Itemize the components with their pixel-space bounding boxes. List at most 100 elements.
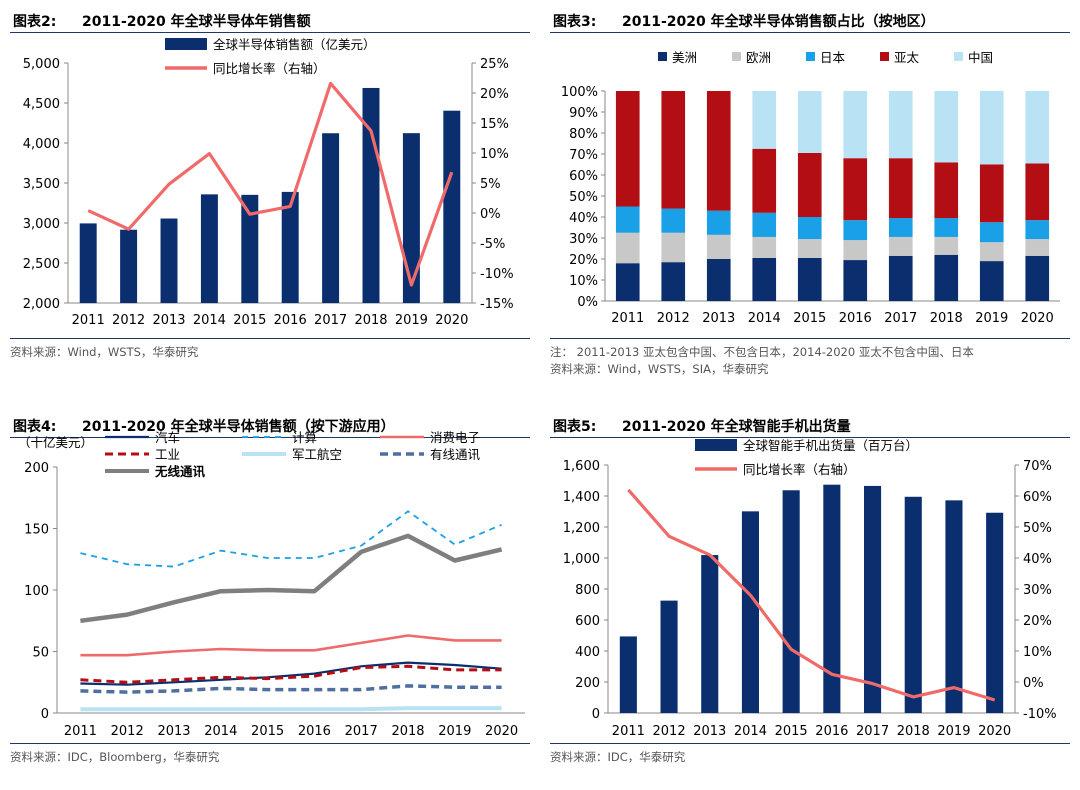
note-text: 注： 2011-2013 亚太包含中国、不包含日本，2014-2020 亚太不包… <box>550 345 974 359</box>
legend-label: 亚太 <box>894 50 920 65</box>
series-line-6 <box>80 684 502 694</box>
y-tick-label: 200 <box>24 461 49 476</box>
chart-header: 图表5: 2011-2020 年全球智能手机出货量 <box>550 413 1070 438</box>
figure-title: 2011-2020 年全球半导体销售额占比（按地区） <box>622 14 935 30</box>
x-tick-label: 2012 <box>111 724 144 739</box>
source-note: 注： 2011-2013 亚太包含中国、不包含日本，2014-2020 亚太不包… <box>550 338 1070 378</box>
stack-segment-1 <box>752 257 777 301</box>
y2-tick-label: -10% <box>480 267 514 282</box>
source-text: 资料来源：Wind，WSTS，SIA，华泰研究 <box>550 362 769 376</box>
x-tick-label: 2016 <box>839 311 872 326</box>
bar <box>741 511 759 713</box>
legend-label: 消费电子 <box>430 430 480 445</box>
x-tick-label: 2013 <box>152 313 185 328</box>
x-tick-label: 2019 <box>975 311 1008 326</box>
stack-segment-1 <box>979 261 1004 301</box>
legend-label: 同比增长率（右轴） <box>213 61 326 76</box>
y2-tick-label: 0% <box>1023 676 1044 691</box>
y-tick-label: 3,000 <box>23 217 60 232</box>
figure-label: 图表3: <box>553 14 597 30</box>
y2-tick-label: -15% <box>480 297 514 312</box>
y2-tick-label: 0% <box>480 207 501 222</box>
stack-segment-5 <box>1025 91 1050 164</box>
y2-tick-label: 10% <box>1023 645 1052 660</box>
by-application-chart: （十亿美元） 0 50 100 150 200 2011 2012 2013 2014 2015 20… <box>18 430 525 739</box>
stack-segment-4 <box>934 162 959 219</box>
x-tick-label: 2014 <box>193 313 226 328</box>
chart-header: 图表2: 2011-2020 年全球半导体年销售额 <box>10 8 530 33</box>
legend-label: 无线通讯 <box>154 464 206 479</box>
x-tick-label: 2018 <box>391 724 424 739</box>
stack-segment-4 <box>1025 163 1050 221</box>
x-tick-label: 2017 <box>345 724 378 739</box>
y-tick-label: 10% <box>569 274 598 289</box>
x-tick-label: 2012 <box>653 724 686 739</box>
x-tick-label: 2016 <box>815 724 848 739</box>
x-tick-label: 2017 <box>884 311 917 326</box>
figure-label: 图表5: <box>553 419 597 435</box>
stack-segment-3 <box>888 218 913 237</box>
growth-line <box>87 81 454 287</box>
stack-segment-2 <box>752 236 777 258</box>
figure-title: 2011-2020 年全球半导体销售额（按下游应用） <box>82 419 395 435</box>
legend-swatch-bar <box>695 439 737 451</box>
stack-segment-1 <box>934 254 959 301</box>
chart-panel-semi-sales: 图表2: 2011-2020 年全球半导体年销售额 2,000 2,500 3,00… <box>10 0 535 385</box>
stack-segment-1 <box>1025 255 1050 301</box>
stack-segment-4 <box>797 152 822 217</box>
y-tick-label: 2,500 <box>23 257 60 272</box>
smartphone-chart: 0 200 400 600 800 1,000 1,200 1,400 1,600 -10% 0% 1… <box>563 438 1057 739</box>
y-tick-label: 400 <box>575 645 600 660</box>
stack-segment-4 <box>706 91 731 211</box>
bar <box>904 496 922 713</box>
y-unit-label: （十亿美元） <box>18 435 93 450</box>
bar <box>322 133 340 303</box>
legend-label: 美洲 <box>672 50 697 65</box>
y2-tick-label: 15% <box>480 117 509 132</box>
x-tick-label: 2015 <box>775 724 808 739</box>
y2-tick-label: 30% <box>1023 583 1052 598</box>
stack-segment-1 <box>888 255 913 301</box>
y-tick-label: 80% <box>569 127 598 142</box>
bar <box>782 490 800 713</box>
stack-segment-3 <box>752 212 777 237</box>
bar <box>200 194 218 303</box>
x-tick-label: 2011 <box>612 724 645 739</box>
source-note: 资料来源：IDC，Bloomberg，华泰研究 <box>10 743 530 766</box>
bar <box>945 500 963 713</box>
stack-segment-2 <box>934 236 959 255</box>
y2-tick-label: 20% <box>480 87 509 102</box>
x-tick-label: 2019 <box>937 724 970 739</box>
legend-swatch-bar <box>165 38 207 50</box>
bar <box>120 229 138 303</box>
x-tick-label: 2018 <box>354 313 387 328</box>
y-tick-label: 0 <box>592 707 600 722</box>
stack-segment-5 <box>843 91 868 159</box>
stack-segment-2 <box>888 236 913 256</box>
chart-panel-by-application: 图表4: 2011-2020 年全球半导体销售额（按下游应用） （十亿美元） 0 5… <box>10 405 535 790</box>
y-tick-label: 4,500 <box>23 97 60 112</box>
stack-segment-1 <box>661 262 686 301</box>
chart-panel-region-share: 图表3: 2011-2020 年全球半导体销售额占比（按地区） 0% 10% 20%… <box>550 0 1075 385</box>
bar <box>823 484 841 713</box>
bar <box>241 194 259 303</box>
stack-segment-2 <box>797 239 822 258</box>
chart-header: 图表3: 2011-2020 年全球半导体销售额占比（按地区） <box>550 8 1070 33</box>
y-tick-label: 100% <box>561 85 598 100</box>
y-tick-label: 100 <box>24 584 49 599</box>
legend-swatch <box>954 52 963 61</box>
bar <box>79 223 97 303</box>
stack-segment-5 <box>888 91 913 159</box>
bar <box>443 110 461 304</box>
bar <box>160 218 178 303</box>
legend-label: 日本 <box>820 50 846 65</box>
figure-title: 2011-2020 年全球半导体年销售额 <box>82 14 311 30</box>
stack-segment-4 <box>843 158 868 221</box>
y-tick-label: 4,000 <box>23 137 60 152</box>
legend-swatch <box>732 52 741 61</box>
y-tick-label: 5,000 <box>23 57 60 72</box>
y-tick-label: 800 <box>575 583 600 598</box>
stack-segment-4 <box>661 91 686 209</box>
bar <box>362 87 380 304</box>
legend-label: 汽车 <box>155 430 180 445</box>
